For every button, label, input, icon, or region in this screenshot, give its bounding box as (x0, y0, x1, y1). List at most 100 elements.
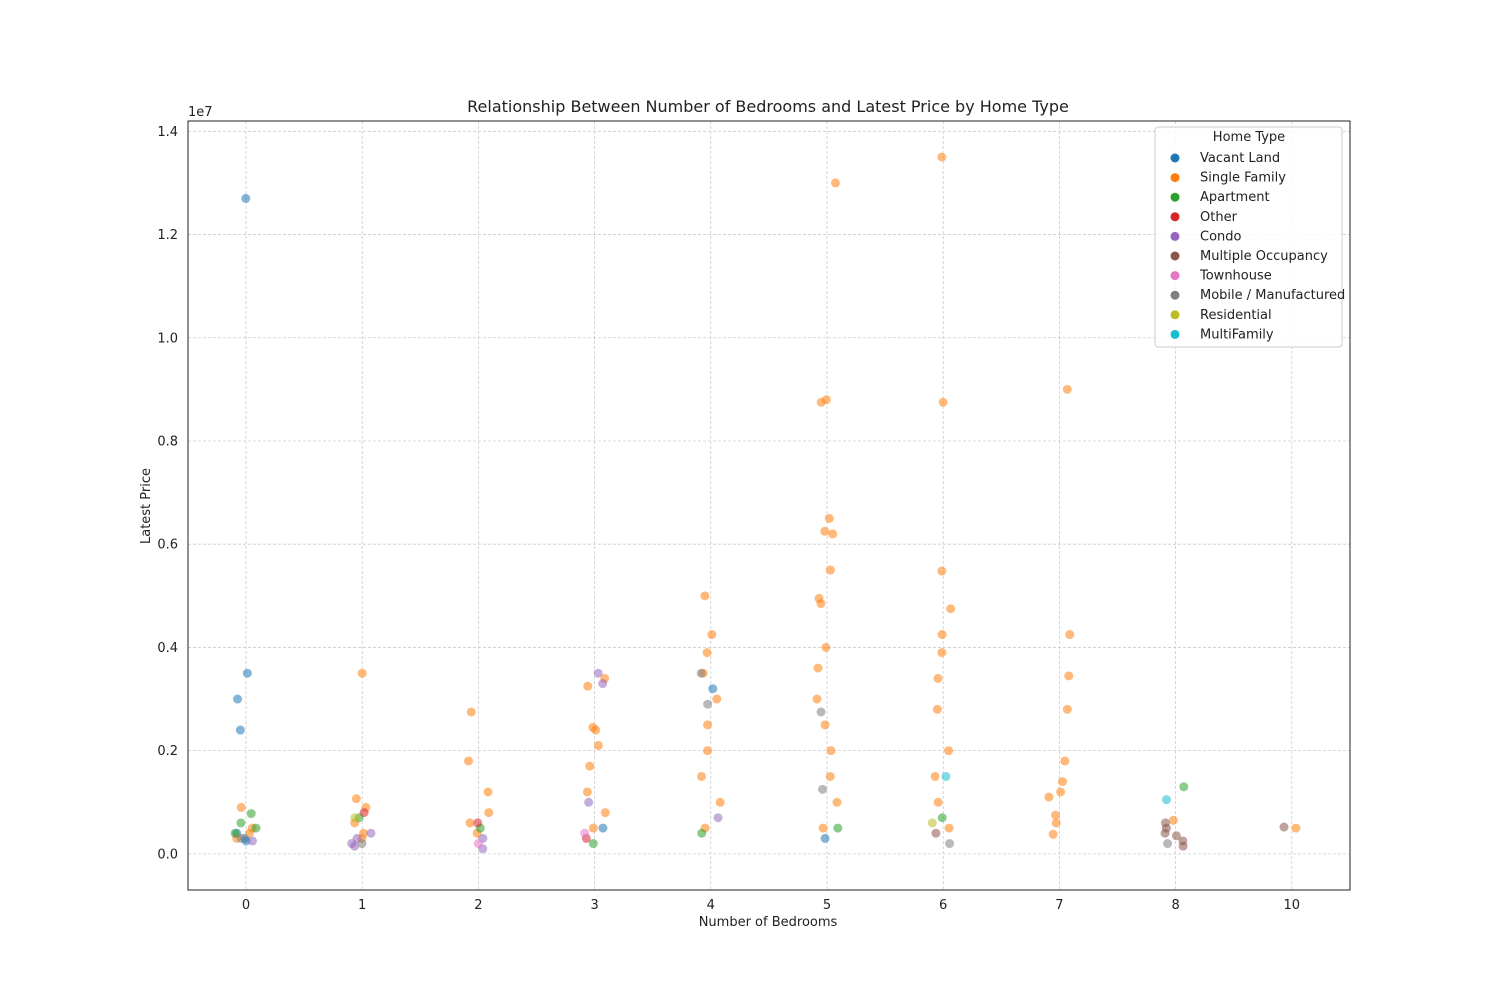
point-single-family (236, 802, 246, 812)
point-apartment (246, 809, 256, 819)
point-single-family (818, 823, 828, 833)
point-single-family (937, 648, 947, 658)
point-single-family (1060, 756, 1070, 766)
point-single-family (593, 740, 603, 750)
point-residential (927, 818, 937, 828)
point-single-family (464, 756, 474, 766)
legend-label-single-family: Single Family (1200, 171, 1286, 186)
point-single-family (600, 808, 610, 818)
point-apartment (236, 818, 246, 828)
legend-label-townhouse: Townhouse (1199, 269, 1272, 284)
point-mobile-manufactured (1163, 839, 1173, 849)
point-single-family (1065, 630, 1075, 640)
point-single-family (820, 720, 830, 730)
point-multiple-occupancy (1279, 822, 1289, 832)
y-tick-label: 0.8 (157, 434, 178, 449)
point-single-family (244, 828, 254, 838)
legend-label-apartment: Apartment (1200, 190, 1270, 205)
point-apartment (833, 823, 843, 833)
point-mobile-manufactured (357, 839, 367, 849)
point-apartment (1179, 782, 1189, 792)
point-single-family (1062, 704, 1072, 714)
point-multiple-occupancy (1171, 831, 1181, 841)
x-axis-label: Number of Bedrooms (699, 915, 838, 930)
grid (188, 121, 1350, 890)
legend-label-mobile-manufactured: Mobile / Manufactured (1200, 288, 1345, 303)
point-condo (584, 797, 594, 807)
point-apartment (251, 823, 261, 833)
x-tick-label: 3 (590, 898, 598, 913)
point-single-family (351, 794, 361, 804)
point-condo (598, 679, 608, 689)
point-single-family (703, 746, 713, 756)
x-tick-label: 10 (1284, 898, 1301, 913)
point-single-family (826, 746, 836, 756)
point-mobile-manufactured (696, 668, 706, 678)
legend-title: Home Type (1213, 130, 1285, 145)
point-single-family (697, 771, 707, 781)
point-townhouse (580, 828, 590, 838)
point-apartment (230, 828, 240, 838)
point-single-family (813, 663, 823, 673)
legend-label-vacant-land: Vacant Land (1200, 151, 1280, 166)
point-single-family (1051, 810, 1061, 820)
point-single-family (703, 720, 713, 730)
point-single-family (712, 694, 722, 704)
legend-marker-single-family (1170, 173, 1180, 183)
point-single-family (357, 668, 367, 678)
point-apartment (588, 839, 598, 849)
point-vacant-land (708, 684, 718, 694)
point-single-family (583, 681, 593, 691)
legend-marker-apartment (1170, 192, 1180, 202)
x-tick-label: 1 (358, 898, 366, 913)
point-single-family (1291, 823, 1301, 833)
point-other (473, 818, 483, 828)
point-multiple-occupancy (931, 828, 941, 838)
legend-marker-vacant-land (1170, 153, 1180, 163)
point-single-family (937, 152, 947, 162)
legend-marker-other (1170, 212, 1180, 222)
point-multiple-occupancy (1178, 841, 1188, 851)
y-tick-label: 0.4 (157, 641, 178, 656)
point-single-family (820, 526, 830, 536)
legend-label-multiple-occupancy: Multiple Occupancy (1200, 249, 1328, 264)
point-single-family (1056, 787, 1066, 797)
point-single-family (824, 513, 834, 523)
y-tick-label: 0.0 (157, 847, 178, 862)
point-vacant-land (242, 668, 252, 678)
point-single-family (937, 566, 947, 576)
point-vacant-land (241, 193, 251, 203)
legend-box (1154, 126, 1343, 348)
x-axis-ticks: 0 1 2 3 4 5 6 7 8 10 (242, 898, 1300, 913)
point-mobile-manufactured (703, 699, 713, 709)
point-single-family (588, 823, 598, 833)
point-multifamily (1161, 795, 1171, 805)
y-offset-label: 1e7 (188, 105, 213, 120)
point-single-family (816, 599, 826, 609)
legend-label-multifamily: MultiFamily (1200, 327, 1274, 342)
point-single-family (702, 648, 712, 658)
point-condo (713, 813, 723, 823)
legend-marker-residential (1170, 310, 1180, 320)
x-tick-label: 7 (1055, 898, 1063, 913)
point-single-family (1064, 671, 1074, 681)
legend-marker-townhouse (1170, 271, 1180, 281)
point-single-family (930, 771, 940, 781)
point-mobile-manufactured (818, 784, 828, 794)
x-tick-label: 2 (474, 898, 482, 913)
y-tick-label: 1.4 (157, 125, 178, 140)
point-single-family (465, 818, 475, 828)
point-single-family (700, 591, 710, 601)
point-single-family (812, 694, 822, 704)
legend-label-condo: Condo (1200, 229, 1242, 244)
point-vacant-land (233, 694, 243, 704)
y-tick-label: 1.0 (157, 331, 178, 346)
legend-marker-mobile-manufactured (1170, 290, 1180, 300)
point-single-family (828, 529, 838, 539)
x-tick-label: 5 (823, 898, 831, 913)
point-single-family (1048, 829, 1058, 839)
legend-label-residential: Residential (1200, 308, 1272, 323)
data-points (230, 152, 1301, 854)
point-multifamily (941, 771, 951, 781)
point-single-family (1051, 818, 1061, 828)
